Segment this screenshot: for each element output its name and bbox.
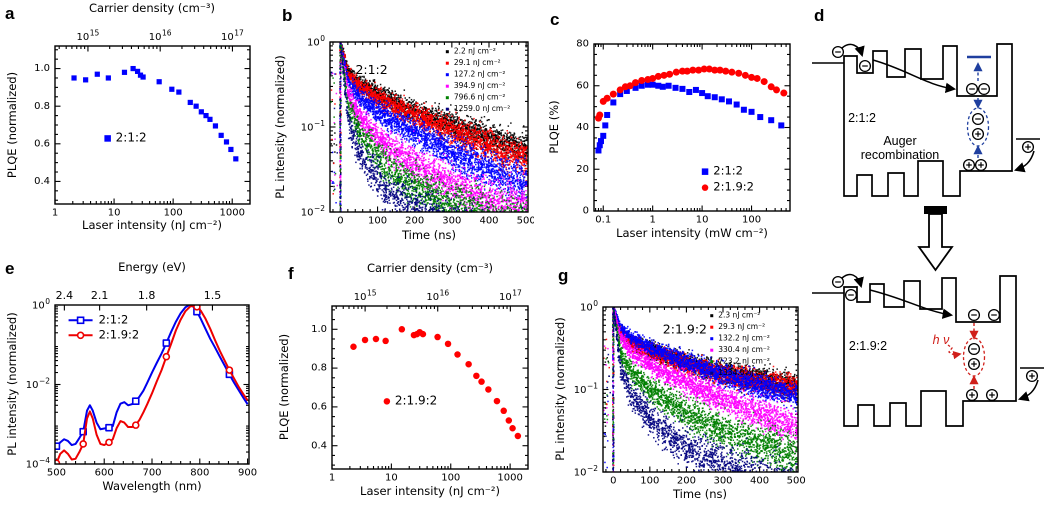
panel-c: c PLQE (%) Laser intensity (mW cm⁻²) bbox=[540, 0, 800, 252]
panel-b-ylabel: PL intensity (normalized) bbox=[273, 55, 287, 199]
band-diagram: 2:1:2 Auger recombination bbox=[812, 43, 1044, 427]
electron-icon bbox=[967, 308, 981, 322]
panel-label-f: f bbox=[288, 264, 294, 283]
panel-g: g PL intensity (normalized) Time (ns) bbox=[548, 255, 810, 507]
panel-d: d bbox=[800, 0, 1053, 507]
hole-icon bbox=[974, 158, 988, 172]
panel-a-toplabel: Carrier density (cm⁻³) bbox=[89, 1, 215, 15]
hole-icon bbox=[1025, 369, 1039, 383]
panel-label-e: e bbox=[5, 259, 15, 278]
panel-e: e PL intensity (normalized) Wavelength (… bbox=[0, 255, 266, 507]
panel-label-c: c bbox=[550, 10, 560, 29]
panel-a-ylabel: PLQE (normalized) bbox=[5, 71, 19, 179]
photon-wavy-arrow bbox=[947, 344, 962, 360]
hole-icon bbox=[965, 388, 979, 402]
panel-c-chart bbox=[540, 0, 800, 252]
panel-label-b: b bbox=[282, 6, 293, 25]
band-outline-212 bbox=[843, 43, 1013, 197]
electron-icon bbox=[844, 288, 858, 302]
electron-transfer-arrow bbox=[872, 59, 957, 94]
panel-f: f PLQE (normalized) Laser intensity (nJ … bbox=[268, 255, 538, 507]
exciton-ellipse bbox=[966, 107, 990, 147]
diagram-212: 2:1:2 Auger recombination bbox=[812, 43, 1040, 197]
hole-icon bbox=[1021, 140, 1035, 154]
hole-icon bbox=[967, 357, 981, 371]
hole-injection-arrow bbox=[1018, 379, 1039, 402]
panel-label-g: g bbox=[558, 266, 569, 285]
panel-f-ylabel: PLQE (normalized) bbox=[277, 333, 291, 441]
panel-e-toplabel: Energy (eV) bbox=[118, 260, 186, 274]
transition-arrow bbox=[917, 206, 954, 272]
electron-injection-arrow bbox=[841, 273, 864, 289]
electron-icon bbox=[965, 82, 979, 96]
panel-f-chart bbox=[268, 255, 538, 507]
panel-g-ylabel: PL intensity (normalized) bbox=[553, 317, 567, 461]
panel-label-d: d bbox=[814, 6, 825, 25]
electron-icon bbox=[967, 342, 981, 356]
auger-label-2: recombination bbox=[861, 148, 940, 162]
electron-injection-arrow bbox=[841, 43, 865, 58]
band-outline-2192 bbox=[843, 275, 1017, 427]
composition-label-2192: 2:1.9:2 bbox=[849, 339, 887, 353]
panel-label-a: a bbox=[5, 4, 15, 23]
electron-icon bbox=[831, 45, 845, 59]
panel-b-chart bbox=[268, 0, 534, 252]
panel-f-xlabel: Laser intensity (nJ cm⁻²) bbox=[360, 484, 500, 498]
electron-icon bbox=[858, 59, 872, 73]
panel-e-ylabel: PL intensity (normalized) bbox=[5, 312, 19, 456]
electron-icon bbox=[971, 112, 985, 126]
diagram-2192: h ν 2:1.9:2 bbox=[812, 273, 1044, 427]
panel-a-xlabel: Laser intensity (nJ cm⁻²) bbox=[82, 218, 222, 232]
panel-c-xlabel: Laser intensity (mW cm⁻²) bbox=[616, 226, 768, 240]
electron-icon bbox=[977, 82, 991, 96]
panel-b-xlabel: Time (ns) bbox=[401, 228, 457, 242]
auger-label-1: Auger bbox=[883, 134, 916, 148]
electron-icon bbox=[831, 275, 845, 289]
hole-icon bbox=[971, 127, 985, 141]
panel-a-chart bbox=[0, 0, 266, 252]
panel-e-chart bbox=[0, 255, 266, 507]
exciton-ellipse bbox=[962, 337, 986, 377]
hole-icon bbox=[962, 158, 976, 172]
panel-a: a PLQE (normalized) Laser intensity (nJ … bbox=[0, 0, 266, 252]
panel-e-xlabel: Wavelength (nm) bbox=[102, 479, 202, 493]
photon-label: h ν bbox=[933, 333, 950, 347]
hole-injection-arrow bbox=[1014, 150, 1035, 173]
panel-c-ylabel: PLQE (%) bbox=[547, 100, 561, 154]
panel-b: b PL intensity (normalized) Time (ns) bbox=[268, 0, 534, 252]
panel-g-chart bbox=[548, 255, 810, 507]
panel-g-xlabel: Time (ns) bbox=[672, 487, 728, 501]
electron-icon bbox=[987, 308, 1001, 322]
composition-label-212: 2:1:2 bbox=[848, 111, 876, 125]
panel-f-toplabel: Carrier density (cm⁻³) bbox=[367, 261, 493, 275]
hole-icon bbox=[985, 388, 999, 402]
electron-transfer-arrow bbox=[869, 289, 954, 319]
